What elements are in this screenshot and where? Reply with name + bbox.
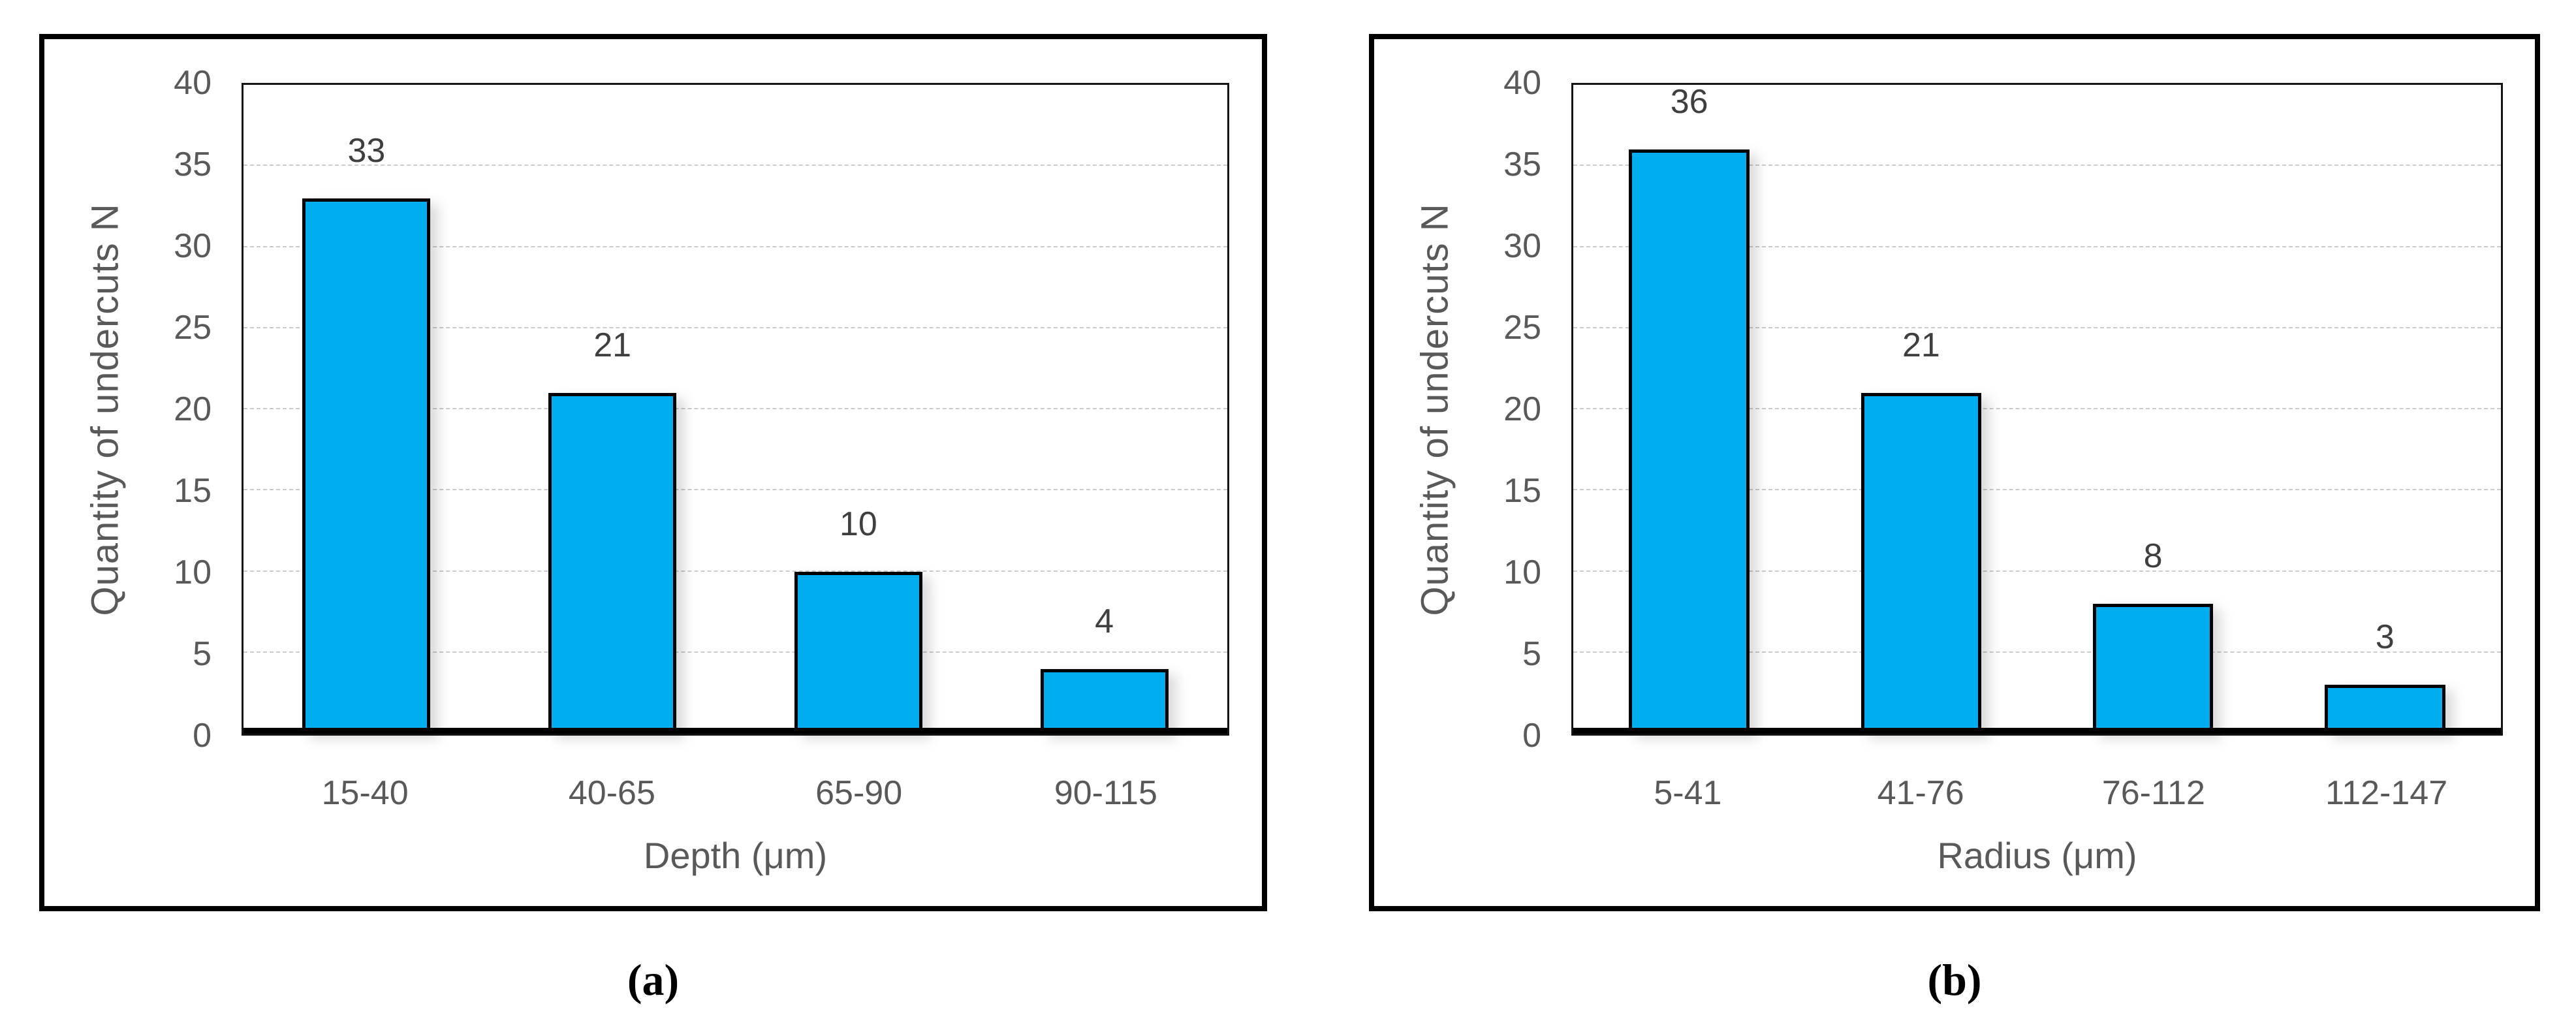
plot-area: 36 21 8 3: [1571, 83, 2503, 736]
x-axis-tick-labels: 5-41 41-76 76-112 112-147: [1571, 774, 2503, 819]
y-tick-label: 0: [193, 717, 212, 755]
gridline: [1573, 489, 2501, 491]
y-tick-label: 10: [1503, 554, 1541, 591]
gridline: [1573, 651, 2501, 653]
bars: 36 21 8 3: [1573, 83, 2501, 734]
bar-value-label: 8: [2143, 537, 2163, 576]
x-tick-label: 65-90: [815, 774, 903, 812]
bar-40-65: [548, 393, 677, 734]
y-tick-label: 40: [174, 64, 212, 102]
x-tick-label: 15-40: [321, 774, 409, 812]
bar-5-41: [1629, 149, 1750, 734]
bar-value-label: 33: [347, 131, 386, 170]
y-tick-label: 35: [174, 146, 212, 183]
x-axis-title: Radius (μm): [1937, 835, 2137, 876]
gridline: [243, 245, 1227, 247]
gridline: [243, 326, 1227, 328]
bar-76-112: [2092, 604, 2214, 734]
bar-value-label: 36: [1670, 83, 1708, 121]
y-tick-label: 0: [1522, 717, 1541, 755]
x-tick-label: 90-115: [1054, 774, 1157, 812]
bar-90-115: [1040, 668, 1169, 734]
y-tick-label: 5: [1522, 635, 1541, 673]
gridline: [1573, 408, 2501, 409]
gridline: [243, 651, 1227, 653]
gridline: [1573, 326, 2501, 328]
gridline: [243, 489, 1227, 491]
bar-value-label: 21: [593, 326, 632, 365]
gridline: [243, 408, 1227, 409]
y-tick-label: 30: [174, 227, 212, 265]
chart-panel-b: Quantity of undercuts N 0 5 10 15 20 25 30 35 40…: [1369, 34, 2540, 911]
x-tick-label: 41-76: [1877, 774, 1964, 812]
y-axis-tick-labels: 0 5 10 15 20 25 30 35 40: [1374, 64, 1541, 755]
bar-112-147: [2325, 685, 2445, 734]
bars: 33 21 10 4: [243, 85, 1227, 734]
gridline: [1573, 164, 2501, 166]
y-tick-label: 15: [1503, 472, 1541, 510]
gridline: [243, 570, 1227, 572]
plot-area: 33 21 10 4: [242, 83, 1229, 736]
gridlines: [1573, 85, 2501, 734]
bar-65-90: [794, 571, 922, 734]
x-tick-label: 5-41: [1654, 774, 1722, 812]
chart-panel-a: Quantity of undercuts N 0 5 10 15 20 25 30 35 40…: [39, 34, 1267, 911]
bar-41-76: [1861, 393, 1982, 734]
bar-15-40: [302, 198, 431, 734]
figure-caption-a: (a): [627, 955, 680, 1005]
x-tick-label: 40-65: [568, 774, 655, 812]
gridline: [243, 164, 1227, 166]
bar-value-label: 21: [1902, 326, 1940, 365]
gridline: [1573, 245, 2501, 247]
gridlines: [243, 85, 1227, 734]
y-tick-label: 40: [1503, 64, 1541, 102]
y-tick-label: 30: [1503, 227, 1541, 265]
y-tick-label: 15: [174, 472, 212, 510]
x-tick-label: 112-147: [2325, 774, 2448, 812]
x-axis-line: [1573, 728, 2501, 734]
y-tick-label: 35: [1503, 146, 1541, 183]
x-axis-line: [243, 728, 1227, 734]
y-tick-label: 25: [174, 309, 212, 347]
bar-value-label: 4: [1095, 602, 1114, 640]
y-tick-label: 10: [174, 554, 212, 591]
y-tick-label: 20: [174, 390, 212, 428]
y-tick-label: 25: [1503, 309, 1541, 347]
y-tick-label: 20: [1503, 390, 1541, 428]
figure-caption-b: (b): [1927, 955, 1982, 1005]
x-axis-title: Depth (μm): [643, 835, 828, 876]
bar-value-label: 10: [839, 505, 877, 543]
gridline: [1573, 570, 2501, 572]
x-tick-label: 76-112: [2101, 774, 2205, 812]
y-axis-tick-labels: 0 5 10 15 20 25 30 35 40: [44, 64, 212, 755]
bar-value-label: 3: [2375, 618, 2395, 657]
y-tick-label: 5: [193, 635, 212, 673]
x-axis-tick-labels: 15-40 40-65 65-90 90-115: [242, 774, 1229, 819]
